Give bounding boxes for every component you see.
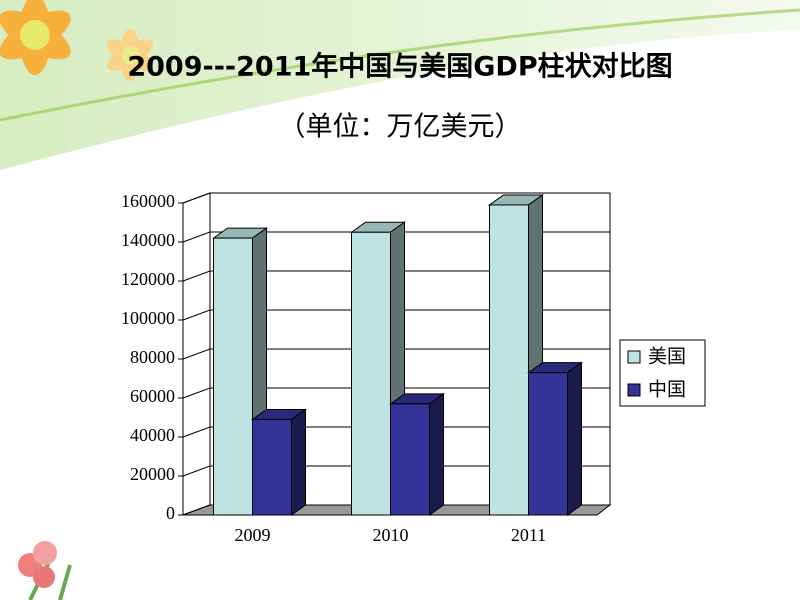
grid-line [182,465,610,477]
y-tick-label: 100000 [121,308,175,328]
bar [489,204,529,516]
grid-line [182,387,610,399]
bar [252,418,292,516]
bar-side [429,392,444,516]
bar-side [567,361,582,516]
legend-swatch [627,350,641,364]
y-tick-label: 0 [166,503,175,523]
bar [351,231,391,516]
grid-line [182,231,610,243]
y-tick-label: 160000 [121,191,175,211]
grid-line [182,504,610,516]
x-tick-label: 2010 [373,525,409,545]
y-tick-label: 20000 [130,464,175,484]
legend-label: 中国 [648,379,686,401]
y-tick-label: 120000 [121,269,175,289]
chart-title: 2009---2011年中国与美国GDP柱状对比图 [127,51,672,83]
legend-label: 美国 [648,346,686,368]
legend-swatch [627,383,641,397]
grid-line [182,348,610,360]
grid-line [182,270,610,282]
y-tick-label: 60000 [130,386,175,406]
grid-line [182,309,610,321]
grid-line [182,192,610,204]
x-tick-label: 2011 [511,525,546,545]
grid-line [182,426,610,438]
y-tick-label: 80000 [130,347,175,367]
y-tick-label: 140000 [121,230,175,250]
bar [528,372,568,516]
bar-side [291,408,306,516]
chart-subtitle: （单位：万亿美元） [279,112,522,143]
y-tick-label: 40000 [130,425,175,445]
bar [213,237,253,516]
x-tick-label: 2009 [235,525,271,545]
bar [390,403,430,516]
